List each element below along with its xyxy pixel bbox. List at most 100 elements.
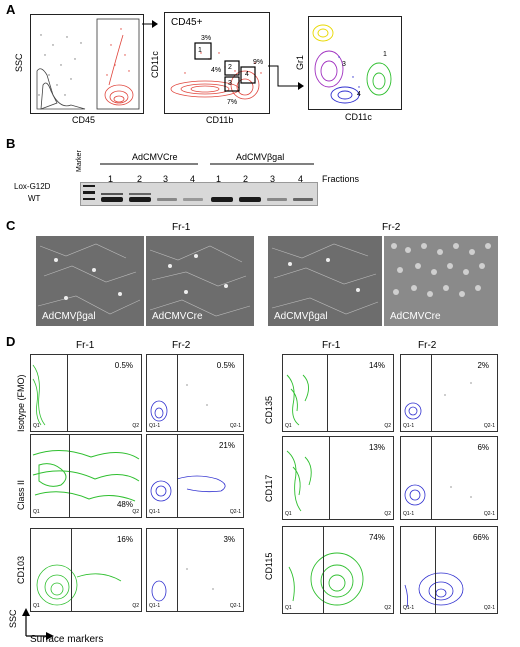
gate-1-pct: 3% [201, 35, 212, 42]
quadrant-label: Q2 [132, 509, 139, 515]
plot2-xlabel: CD11b [206, 115, 234, 125]
facs-plot-cd11b-cd11c: CD45+ 1 3% 2 4% 3 7% 4 9% [164, 12, 270, 114]
row-label-cd117: CD117 [264, 474, 274, 502]
gate-3-pct: 7% [227, 99, 238, 106]
micrograph-fr2-cre: AdCMVCre [384, 236, 498, 326]
pct-value: 0.5% [114, 361, 133, 370]
quadrant-label: Q1 [285, 423, 292, 429]
facs-class-ii-fr2: 21% Q1-1 Q2-1 [146, 434, 244, 518]
quadrant-label: Q1-1 [149, 509, 161, 515]
pct-value: 48% [116, 500, 133, 509]
lane-number: 2 [137, 174, 143, 184]
quadrant-label: Q2-1 [229, 509, 241, 515]
plot2-title: CD45+ [171, 17, 203, 28]
micrograph-fr1-cre: AdCMVCre [146, 236, 254, 326]
facs-cd135-fr2: 2% Q1-1 Q2-1 [400, 354, 498, 432]
micrograph-caption: AdCMVβgal [42, 311, 96, 322]
quadrant-label: Q1-1 [403, 511, 415, 517]
lane-number: 3 [163, 174, 169, 184]
facs-cd117-fr1: 13% Q1 Q2 [282, 436, 394, 520]
pct-value: 2% [477, 361, 489, 370]
plot1-ylabel: SSC [14, 53, 24, 72]
plot2-ylabel: CD11c [150, 51, 160, 78]
gel-image [80, 182, 318, 206]
quadrant-label: Q1 [285, 511, 292, 517]
gate-4-id: 4 [245, 71, 249, 78]
quadrant-label: Q1 [33, 509, 40, 515]
col-title-left-fr1: Fr-1 [76, 340, 95, 351]
pct-value: 13% [368, 443, 385, 452]
facs-isotype-fr2: 0.5% Q1-1 Q2-1 [146, 354, 244, 432]
lane-number: 4 [190, 174, 196, 184]
quadrant-label: Q2-1 [483, 511, 495, 517]
gate-1-id: 1 [198, 47, 202, 54]
pop-label-1: 1 [383, 51, 387, 58]
quadrant-label: Q2 [384, 423, 391, 429]
pct-value: 21% [218, 441, 235, 450]
group-title-fr1: Fr-1 [172, 222, 191, 233]
gate-4-pct: 9% [253, 59, 264, 66]
quadrant-label: Q2 [132, 603, 139, 609]
arrow-icon [268, 65, 304, 90]
gate-3-id: 3 [228, 80, 232, 87]
axis-x-label: Surface markers [30, 634, 104, 645]
lane-number: 1 [108, 174, 114, 184]
pct-value: 74% [368, 533, 385, 542]
quadrant-label: Q2 [132, 423, 139, 429]
micrograph-caption: AdCMVCre [152, 311, 203, 322]
pct-value: 6% [477, 443, 489, 452]
band-label-lox: Lox-G12D [14, 182, 51, 191]
micrograph-caption: AdCMVβgal [274, 311, 328, 322]
fractions-label: Fractions [322, 174, 360, 184]
band-label-wt: WT [28, 194, 41, 203]
quadrant-label: Q2 [384, 511, 391, 517]
facs-cd103-fr1: 16% Q1 Q2 [30, 528, 142, 612]
quadrant-label: Q1-1 [149, 603, 161, 609]
quadrant-label: Q1 [33, 423, 40, 429]
facs-cd135-fr1: 14% Q1 Q2 [282, 354, 394, 432]
pop-label-3: 3 [342, 61, 346, 68]
row-label-cd103: CD103 [16, 555, 26, 584]
row-label-isotype: Isotype (FMO) [16, 374, 26, 432]
panel-a-letter: A [6, 2, 16, 17]
quadrant-label: Q1-1 [403, 605, 415, 611]
quadrant-label: Q2-1 [483, 605, 495, 611]
facs-isotype-fr1: 0.5% Q1 Q2 [30, 354, 142, 432]
gate-2-id: 2 [228, 64, 232, 71]
lane-number: 2 [243, 174, 249, 184]
facs-class-ii-fr1: 48% Q1 Q2 [30, 434, 142, 518]
row-label-cd135: CD135 [264, 395, 274, 424]
plot3-xlabel: CD11c [345, 112, 372, 122]
quadrant-label: Q1-1 [403, 423, 415, 429]
pct-value: 14% [368, 361, 385, 370]
micrograph-fr1-bgal: AdCMVβgal [36, 236, 144, 326]
lane-number: 4 [298, 174, 304, 184]
quadrant-label: Q2 [384, 605, 391, 611]
pct-value: 66% [472, 533, 489, 542]
group-title-fr2: Fr-2 [382, 222, 401, 233]
quadrant-label: Q2-1 [229, 603, 241, 609]
row-label-cd115: CD115 [264, 552, 274, 580]
panel-d-letter: D [6, 334, 16, 349]
pct-value: 0.5% [216, 361, 235, 370]
col-title-right-fr1: Fr-1 [322, 340, 341, 351]
row-label-class-ii: Class II [16, 479, 26, 510]
facs-plot-cd11c-gr1: 1 3 4 [308, 16, 402, 110]
micrograph-fr2-bgal: AdCMVβgal [268, 236, 382, 326]
facs-cd117-fr2: 6% Q1-1 Q2-1 [400, 436, 498, 520]
panel-b-letter: B [6, 136, 16, 151]
facs-cd103-fr2: 3% Q1-1 Q2-1 [146, 528, 244, 612]
group-label-cre: AdCMVCre [132, 152, 178, 162]
col-title-left-fr2: Fr-2 [172, 340, 191, 351]
gate-2-pct: 4% [211, 67, 222, 74]
plot1-xlabel: CD45 [72, 115, 96, 125]
quadrant-label: Q2-1 [229, 423, 241, 429]
quadrant-label: Q1 [285, 605, 292, 611]
micrograph-caption: AdCMVCre [390, 311, 441, 322]
facs-cd115-fr1: 74% Q1 Q2 [282, 526, 394, 614]
lane-number: 3 [270, 174, 276, 184]
pct-value: 16% [116, 535, 133, 544]
panel-c-letter: C [6, 218, 16, 233]
col-title-right-fr2: Fr-2 [418, 340, 437, 351]
plot3-ylabel: Gr1 [295, 54, 305, 70]
